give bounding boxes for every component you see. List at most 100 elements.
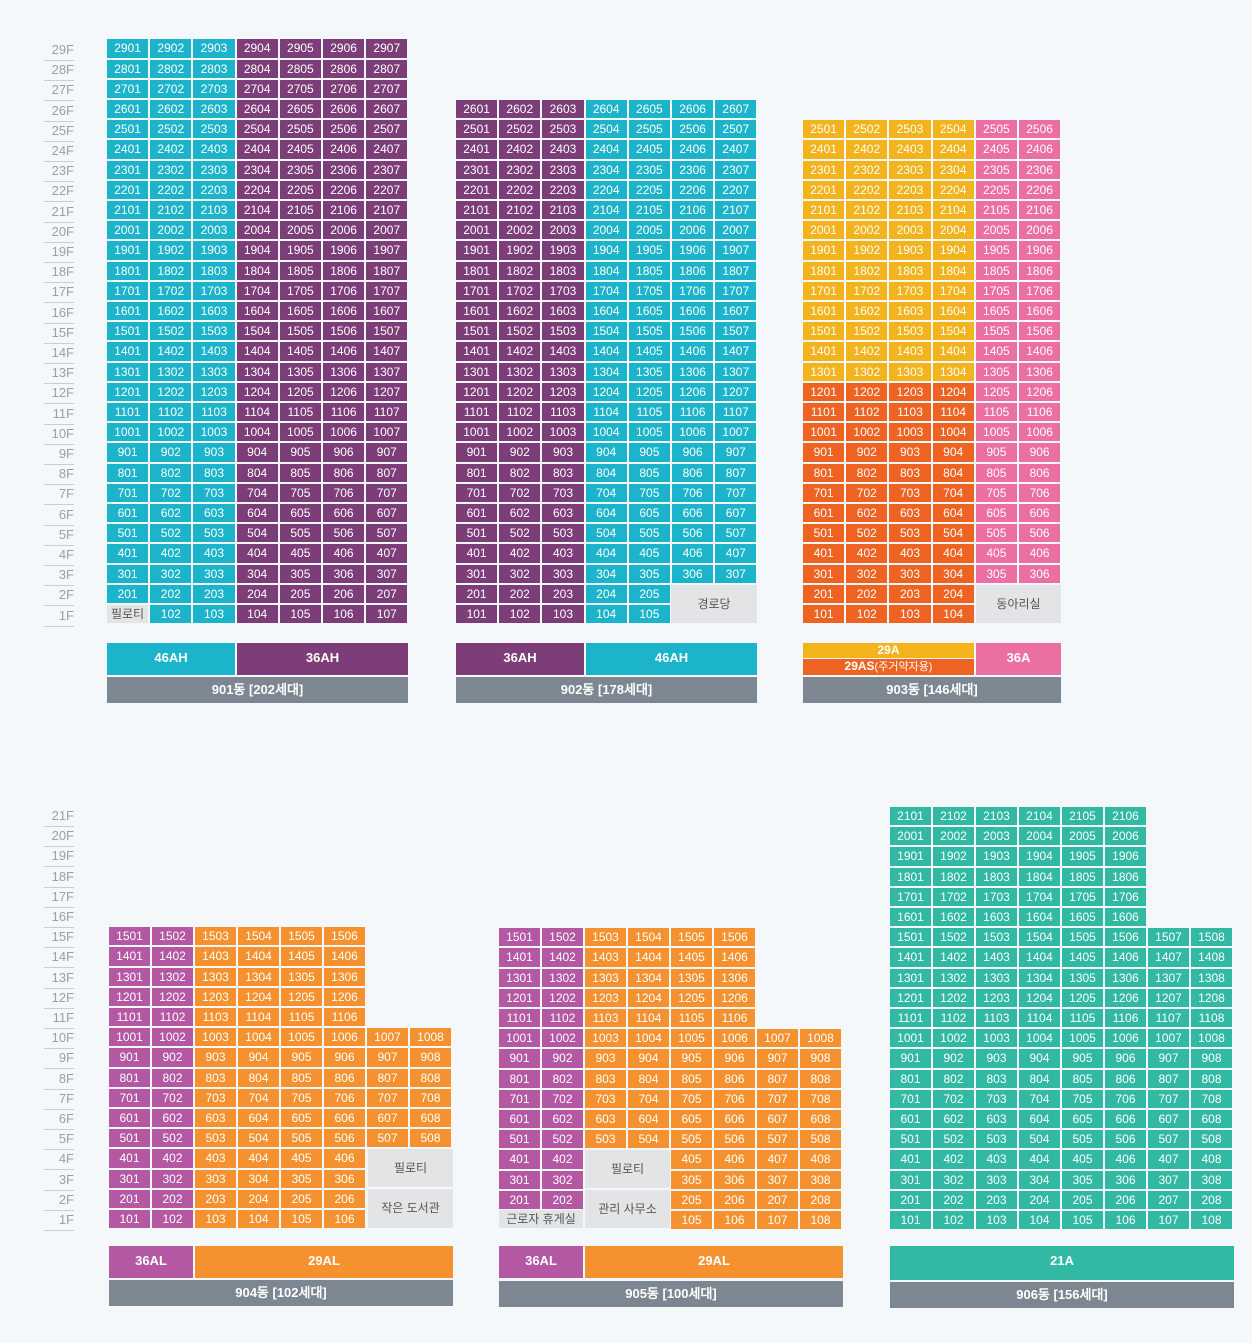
unit-701: 701 <box>107 483 149 502</box>
unit-1503: 1503 <box>889 322 931 341</box>
floor-label: 16F <box>44 303 74 324</box>
unit-1902: 1902 <box>499 241 541 260</box>
unit-704: 704 <box>628 1089 669 1108</box>
unit-103: 103 <box>542 605 584 624</box>
unit-1402: 1402 <box>499 342 541 361</box>
unit-307: 307 <box>715 564 757 583</box>
unit-908: 908 <box>800 1049 841 1068</box>
floor-label: 12F <box>44 988 74 1009</box>
unit-305: 305 <box>628 564 670 583</box>
unit-1502: 1502 <box>933 928 974 947</box>
unit-2503: 2503 <box>889 120 931 139</box>
unit-203: 203 <box>195 1189 236 1208</box>
unit-1001: 1001 <box>499 1029 540 1048</box>
unit-1406: 1406 <box>672 342 714 361</box>
floor-label: 22F <box>44 181 74 203</box>
unit-1302: 1302 <box>499 362 541 381</box>
unit-1002: 1002 <box>846 423 888 442</box>
unit-107: 107 <box>757 1211 798 1230</box>
unit-1202: 1202 <box>499 382 541 401</box>
floor-label: 13F <box>44 363 74 385</box>
unit-604: 604 <box>932 504 974 523</box>
unit-107: 107 <box>1148 1211 1189 1230</box>
building-904-label: 904동 [102세대] <box>109 1280 453 1306</box>
unit-603: 603 <box>193 504 235 523</box>
unit-605: 605 <box>975 504 1017 523</box>
unit-1906: 1906 <box>323 241 365 260</box>
unit-2502: 2502 <box>150 120 192 139</box>
unit-1108: 1108 <box>1191 1009 1232 1028</box>
unit-1204: 1204 <box>628 988 669 1007</box>
unit-103: 103 <box>195 1210 236 1229</box>
unit-1404: 1404 <box>236 342 278 361</box>
unit-1405: 1405 <box>671 948 712 967</box>
unit-1003: 1003 <box>889 423 931 442</box>
unit-703: 703 <box>585 1089 626 1108</box>
club-room-903: 동아리실 <box>976 585 1061 623</box>
unit-1008: 1008 <box>800 1029 841 1048</box>
unit-202: 202 <box>152 1189 193 1208</box>
unit-1802: 1802 <box>499 261 541 280</box>
unit-2101: 2101 <box>890 807 931 826</box>
unit-1302: 1302 <box>150 362 192 381</box>
management-office-905: 관리 사무소 <box>585 1190 670 1228</box>
unit-2104: 2104 <box>932 201 974 220</box>
unit-901: 901 <box>107 443 149 462</box>
unit-2807: 2807 <box>366 59 408 78</box>
unit-2304: 2304 <box>932 160 974 179</box>
unit-1303: 1303 <box>195 967 236 986</box>
unit-1604: 1604 <box>585 302 627 321</box>
unit-1305: 1305 <box>628 362 670 381</box>
unit-303: 303 <box>976 1170 1017 1189</box>
unit-1501: 1501 <box>890 928 931 947</box>
unit-1207: 1207 <box>366 382 408 401</box>
unit-2106: 2106 <box>1019 201 1061 220</box>
unit-606: 606 <box>1019 504 1061 523</box>
unit-1005: 1005 <box>671 1029 712 1048</box>
unit-1702: 1702 <box>933 887 974 906</box>
unit-1304: 1304 <box>585 362 627 381</box>
unit-2002: 2002 <box>846 221 888 240</box>
unit-404: 404 <box>238 1149 279 1168</box>
unit-1701: 1701 <box>107 281 149 300</box>
unit-1902: 1902 <box>933 847 974 866</box>
unit-604: 604 <box>1019 1110 1060 1129</box>
unit-102: 102 <box>846 605 888 624</box>
unit-1603: 1603 <box>889 302 931 321</box>
unit-501: 501 <box>499 1130 540 1149</box>
unit-1207: 1207 <box>715 382 757 401</box>
unit-102: 102 <box>499 605 541 624</box>
unit-1604: 1604 <box>236 302 278 321</box>
floor-label: 17F <box>44 887 74 908</box>
unit-802: 802 <box>152 1068 193 1087</box>
unit-1308: 1308 <box>1191 968 1232 987</box>
floor-label: 4F <box>44 1149 74 1171</box>
unit-306: 306 <box>323 564 365 583</box>
type-906-21A: 21A <box>890 1246 1234 1280</box>
unit-605: 605 <box>671 1110 712 1129</box>
unit-1501: 1501 <box>456 322 498 341</box>
unit-405: 405 <box>628 544 670 563</box>
unit-506: 506 <box>323 524 365 543</box>
unit-2504: 2504 <box>932 120 974 139</box>
unit-506: 506 <box>1105 1130 1146 1149</box>
unit-1502: 1502 <box>152 927 193 946</box>
unit-1103: 1103 <box>889 403 931 422</box>
floor-label: 8F <box>44 1069 74 1090</box>
unit-703: 703 <box>542 483 584 502</box>
unit-1103: 1103 <box>195 1008 236 1027</box>
unit-602: 602 <box>499 504 541 523</box>
floor-label: 27F <box>44 80 74 102</box>
unit-1306: 1306 <box>1019 362 1061 381</box>
unit-2305: 2305 <box>975 160 1017 179</box>
unit-1406: 1406 <box>324 947 365 966</box>
unit-202: 202 <box>933 1190 974 1209</box>
unit-703: 703 <box>889 483 931 502</box>
unit-1307: 1307 <box>366 362 408 381</box>
unit-207: 207 <box>366 584 408 603</box>
unit-2204: 2204 <box>236 180 278 199</box>
unit-1007: 1007 <box>366 423 408 442</box>
unit-1507: 1507 <box>366 322 408 341</box>
unit-2105: 2105 <box>1062 807 1103 826</box>
unit-308: 308 <box>1191 1170 1232 1189</box>
